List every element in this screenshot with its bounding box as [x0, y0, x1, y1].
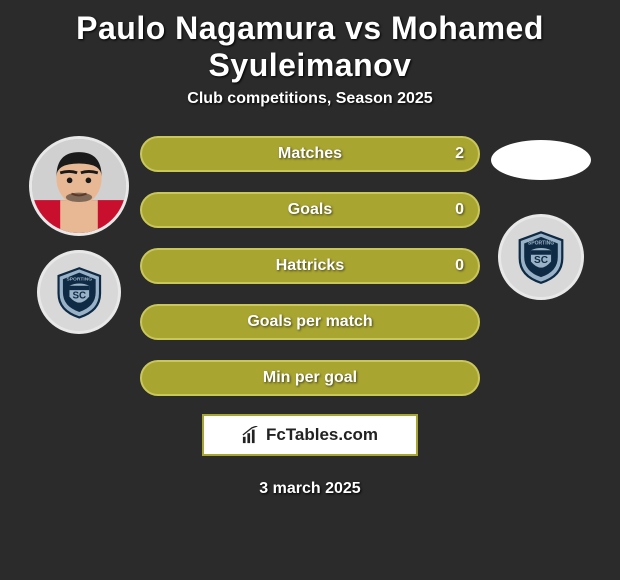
- club-shield-icon: SPORTING SC: [52, 265, 107, 320]
- stat-bar: Min per goal: [140, 360, 480, 396]
- stat-label: Goals: [288, 201, 332, 219]
- stat-value: 0: [455, 201, 464, 219]
- player1-avatar: [29, 136, 129, 236]
- right-column: SPORTING SC: [481, 136, 601, 300]
- stat-label: Hattricks: [276, 257, 344, 275]
- person-icon: [32, 139, 126, 233]
- stat-label: Matches: [278, 145, 342, 163]
- stat-bar: Goals per match: [140, 304, 480, 340]
- stat-label: Goals per match: [247, 313, 372, 331]
- brand-text: FcTables.com: [266, 425, 378, 445]
- player2-club-badge: SPORTING SC: [498, 214, 584, 300]
- bar-chart-icon: [242, 426, 260, 444]
- svg-text:SC: SC: [72, 290, 86, 301]
- stat-bar: Goals 0: [140, 192, 480, 228]
- date-text: 3 march 2025: [259, 480, 360, 498]
- stats-column: Matches 2 Goals 0 Hattricks 0 Goals per match M…: [139, 136, 481, 498]
- svg-text:SPORTING: SPORTING: [528, 241, 554, 247]
- svg-text:SC: SC: [534, 255, 548, 266]
- svg-text:SPORTING: SPORTING: [66, 276, 92, 282]
- page-title: Paulo Nagamura vs Mohamed Syuleimanov: [0, 8, 620, 90]
- club-shield-icon: SPORTING SC: [513, 229, 569, 285]
- player2-avatar: [491, 140, 591, 180]
- brand-box[interactable]: FcTables.com: [202, 414, 418, 456]
- player1-club-badge: SPORTING SC: [37, 250, 121, 334]
- stat-value: 0: [455, 257, 464, 275]
- stat-bar: Hattricks 0: [140, 248, 480, 284]
- left-column: SPORTING SC: [19, 136, 139, 334]
- stat-value: 2: [455, 145, 464, 163]
- stat-bar: Matches 2: [140, 136, 480, 172]
- comparison-card: Paulo Nagamura vs Mohamed Syuleimanov Cl…: [0, 0, 620, 498]
- stat-label: Min per goal: [263, 369, 357, 387]
- main-row: SPORTING SC Matches2Goals0Hattricks0Goal…: [0, 136, 620, 498]
- subtitle: Club competitions, Season 2025: [0, 90, 620, 108]
